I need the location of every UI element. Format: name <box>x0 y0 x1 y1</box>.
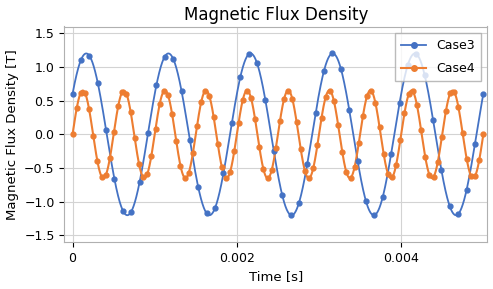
Legend: Case3, Case4: Case3, Case4 <box>395 33 481 81</box>
X-axis label: Time [s]: Time [s] <box>249 271 303 284</box>
Y-axis label: Magnetic Flux Density [T]: Magnetic Flux Density [T] <box>5 49 19 220</box>
Title: Magnetic Flux Density: Magnetic Flux Density <box>184 5 368 24</box>
